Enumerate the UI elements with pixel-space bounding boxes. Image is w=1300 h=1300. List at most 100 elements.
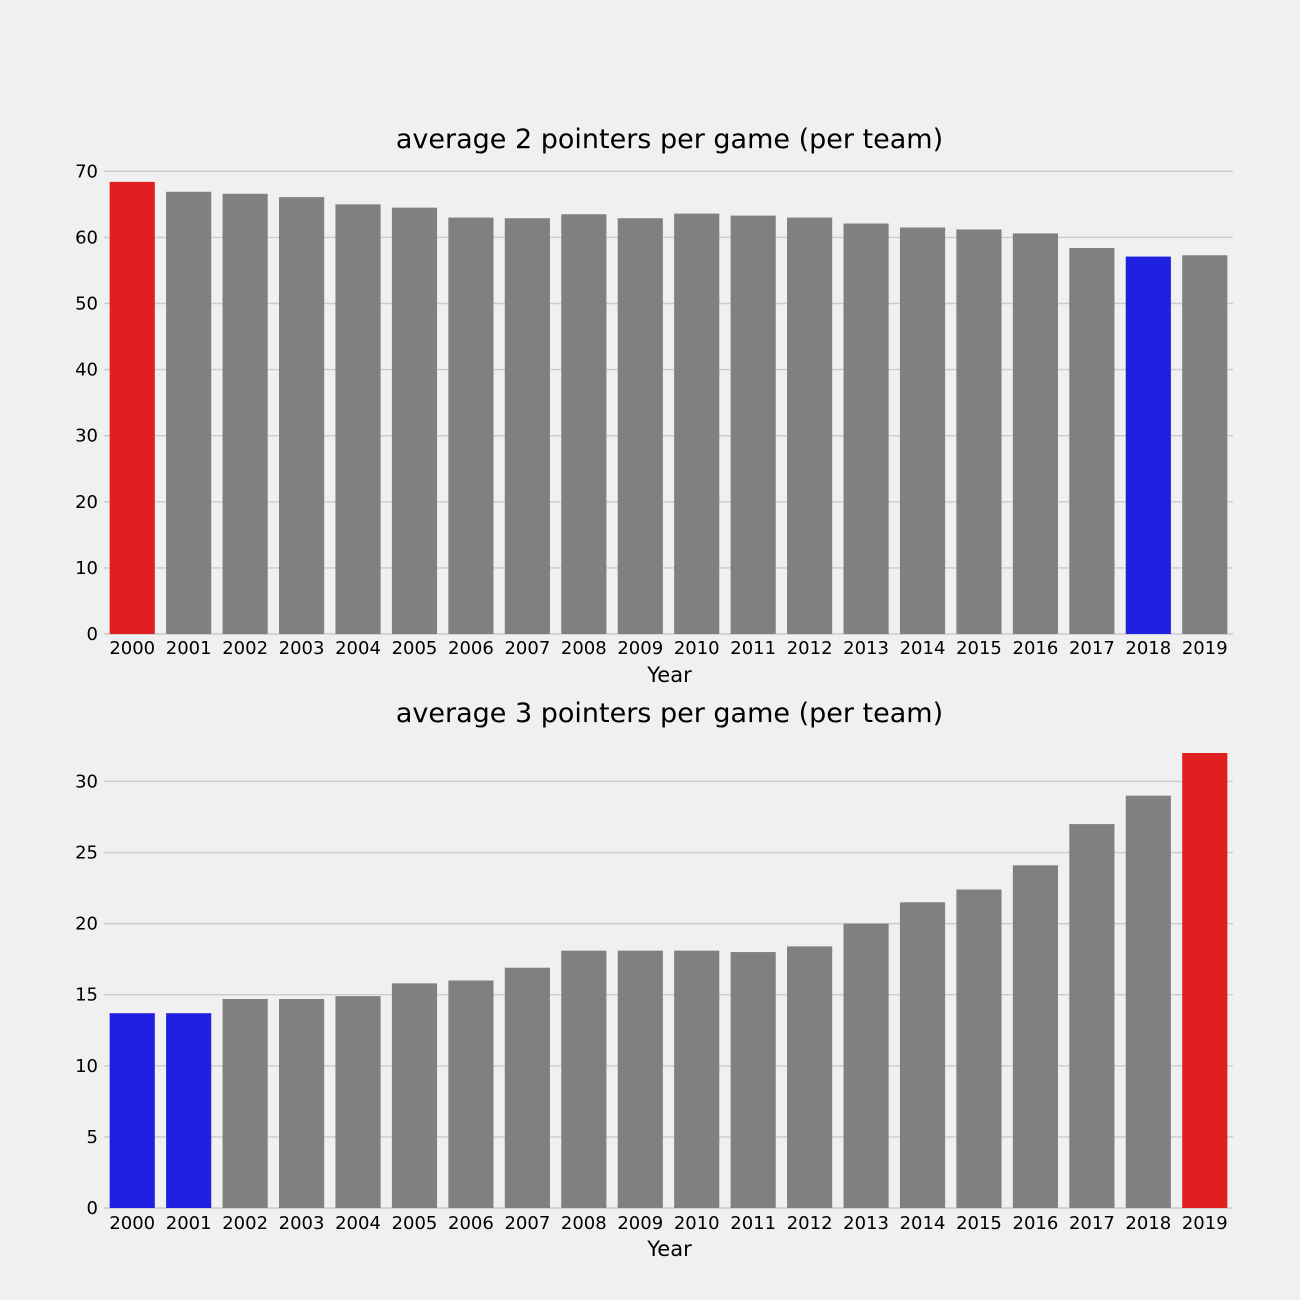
y-tick-label: 30: [75, 426, 98, 447]
bar: [787, 946, 833, 1208]
x-axis-label: Year: [646, 663, 692, 687]
bar: [222, 193, 268, 634]
x-tick-label: 2018: [1125, 638, 1171, 659]
x-tick-label: 2000: [109, 638, 155, 659]
bar: [730, 215, 776, 634]
y-tick-label: 10: [75, 558, 98, 579]
bars: [109, 181, 1228, 635]
x-tick-label: 2006: [448, 638, 494, 659]
x-tick-label: 2002: [222, 638, 268, 659]
bar: [1069, 824, 1115, 1208]
x-tick-label: 2019: [1182, 638, 1228, 659]
bar: [166, 191, 212, 634]
bar: [1012, 865, 1059, 1208]
y-tick-label: 0: [87, 1198, 98, 1219]
x-tick-label: 2001: [166, 638, 212, 659]
bar: [787, 217, 833, 634]
bar: [448, 980, 494, 1208]
bar: [391, 207, 438, 634]
x-tick-label: 2018: [1125, 1213, 1171, 1234]
y-tick-label: 40: [75, 360, 98, 381]
chart-three-pointers: 0 5 10 15 20 25 30 2000 2001 2002 2003 2004 2005 200…: [75, 698, 1233, 1261]
x-tick-label: 2014: [900, 1213, 946, 1234]
y-tick-label: 50: [75, 294, 98, 315]
bar: [448, 217, 494, 634]
x-tick-label: 2004: [335, 1213, 381, 1234]
bar: [730, 952, 776, 1208]
y-tick-label: 15: [75, 985, 98, 1006]
x-tick-label: 2003: [279, 1213, 325, 1234]
x-tick-label: 2005: [392, 1213, 438, 1234]
x-tick-label: 2003: [279, 638, 325, 659]
bar: [278, 998, 325, 1208]
bar: [674, 213, 720, 634]
y-tick-labels: 0 10 20 30 40 50 60 70: [75, 161, 98, 645]
y-tick-label: 20: [75, 914, 98, 935]
x-tick-label: 2013: [843, 638, 889, 659]
y-tick-label: 10: [75, 1056, 98, 1077]
x-tick-label: 2019: [1182, 1213, 1228, 1234]
x-tick-label: 2010: [674, 1213, 720, 1234]
x-tick-label: 2007: [504, 1213, 550, 1234]
x-tick-label: 2012: [787, 638, 833, 659]
bar: [899, 902, 946, 1208]
bar: [617, 950, 663, 1208]
x-tick-label: 2016: [1013, 1213, 1059, 1234]
bar: [109, 1013, 155, 1208]
bar: [335, 996, 381, 1208]
x-tick-label: 2008: [561, 638, 607, 659]
bar: [843, 923, 889, 1208]
x-tick-label: 2009: [617, 638, 663, 659]
x-tick-label: 2013: [843, 1213, 889, 1234]
bar: [561, 214, 607, 634]
bar: [1069, 247, 1115, 634]
x-tick-label: 2002: [222, 1213, 268, 1234]
x-tick-labels: 2000 2001 2002 2003 2004 2005 2006 2007 2008 2009…: [109, 638, 1227, 659]
x-tick-label: 2016: [1013, 638, 1059, 659]
chart-two-pointers: 0 10 20 30 40 50 60 70 2000 2001 2002 2003 2004 2005…: [75, 124, 1233, 687]
y-grid: [104, 780, 1233, 1209]
bar: [278, 197, 325, 635]
x-tick-label: 2015: [956, 638, 1002, 659]
x-tick-label: 2006: [448, 1213, 494, 1234]
x-tick-label: 2010: [674, 638, 720, 659]
bar: [674, 950, 720, 1208]
x-tick-label: 2014: [900, 638, 946, 659]
bar: [391, 983, 438, 1208]
bar: [956, 229, 1002, 634]
y-tick-label: 70: [75, 161, 98, 182]
bar: [1125, 256, 1171, 634]
y-tick-label: 5: [87, 1127, 98, 1148]
x-tick-label: 2009: [617, 1213, 663, 1234]
bars: [109, 753, 1228, 1208]
y-tick-label: 60: [75, 227, 98, 248]
y-tick-labels: 0 5 10 15 20 25 30: [75, 771, 98, 1219]
y-tick-label: 30: [75, 771, 98, 792]
bar: [504, 967, 550, 1208]
x-tick-label: 2005: [392, 638, 438, 659]
x-tick-label: 2011: [730, 638, 776, 659]
bar: [504, 218, 550, 634]
y-tick-label: 0: [87, 624, 98, 645]
bar: [166, 1013, 212, 1208]
x-tick-label: 2015: [956, 1213, 1002, 1234]
bar: [222, 998, 268, 1208]
bar: [956, 889, 1002, 1208]
x-tick-label: 2001: [166, 1213, 212, 1234]
x-axis-label: Year: [646, 1237, 692, 1261]
y-grid: [104, 170, 1233, 635]
bar: [1012, 233, 1059, 634]
bar: [617, 218, 663, 634]
x-tick-label: 2007: [504, 638, 550, 659]
chart-title: average 2 pointers per game (per team): [396, 124, 943, 155]
x-tick-label: 2008: [561, 1213, 607, 1234]
bar: [843, 223, 889, 634]
x-tick-label: 2000: [109, 1213, 155, 1234]
chart-title: average 3 pointers per game (per team): [396, 698, 943, 729]
y-tick-label: 25: [75, 843, 98, 864]
x-tick-label: 2004: [335, 638, 381, 659]
bar: [561, 950, 607, 1208]
x-tick-label: 2011: [730, 1213, 776, 1234]
bar: [899, 227, 946, 634]
